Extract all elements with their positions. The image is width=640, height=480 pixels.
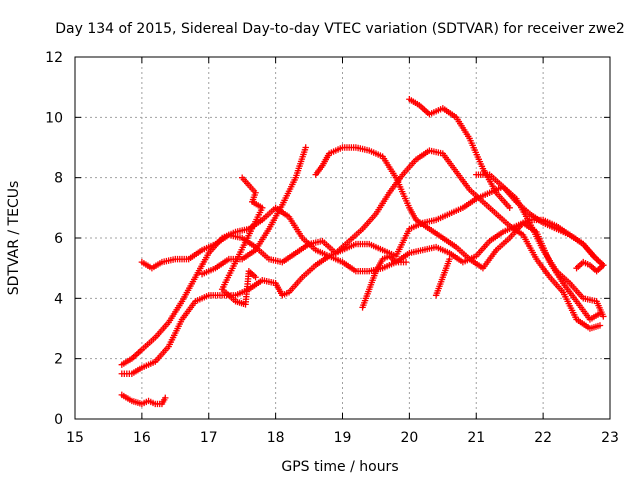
x-tick-label: 15 [66, 430, 84, 446]
track-h-point [402, 258, 410, 266]
x-tick-label: 21 [467, 430, 485, 446]
x-tick-label: 16 [133, 430, 151, 446]
x-axis-label: GPS time / hours [281, 459, 398, 475]
y-tick-label: 12 [45, 50, 63, 66]
y-tick-label: 0 [54, 412, 63, 428]
x-tick-label: 17 [200, 430, 218, 446]
y-axis-label: SDTVAR / TECUs [6, 181, 22, 296]
y-tick-label: 10 [45, 110, 63, 126]
track-b-point [600, 313, 607, 320]
track-d-point [302, 144, 309, 151]
track-i-point [162, 394, 169, 402]
x-tick-label: 23 [601, 430, 619, 446]
chart-title: Day 134 of 2015, Sidereal Day-to-day VTE… [55, 21, 625, 37]
y-tick-label: 6 [54, 231, 63, 247]
track-f-point [506, 204, 513, 212]
data-markers [118, 96, 607, 408]
y-tick-label: 8 [54, 171, 63, 187]
grid-lines [75, 57, 610, 419]
y-tick-label: 4 [54, 291, 63, 307]
scatter-k-point [252, 274, 259, 281]
track-e-point [596, 310, 604, 317]
track-c-point [596, 322, 604, 329]
axis-ticks: 15 16 17 18 19 20 21 22 23 0 2 4 6 8 10 12 [45, 50, 619, 446]
x-tick-label: 20 [400, 430, 418, 446]
y-tick-label: 2 [54, 352, 63, 368]
x-tick-label: 18 [267, 430, 285, 446]
track-j-point [446, 255, 453, 263]
x-tick-label: 22 [534, 430, 552, 446]
track-k-point [600, 261, 607, 269]
x-tick-label: 19 [334, 430, 352, 446]
